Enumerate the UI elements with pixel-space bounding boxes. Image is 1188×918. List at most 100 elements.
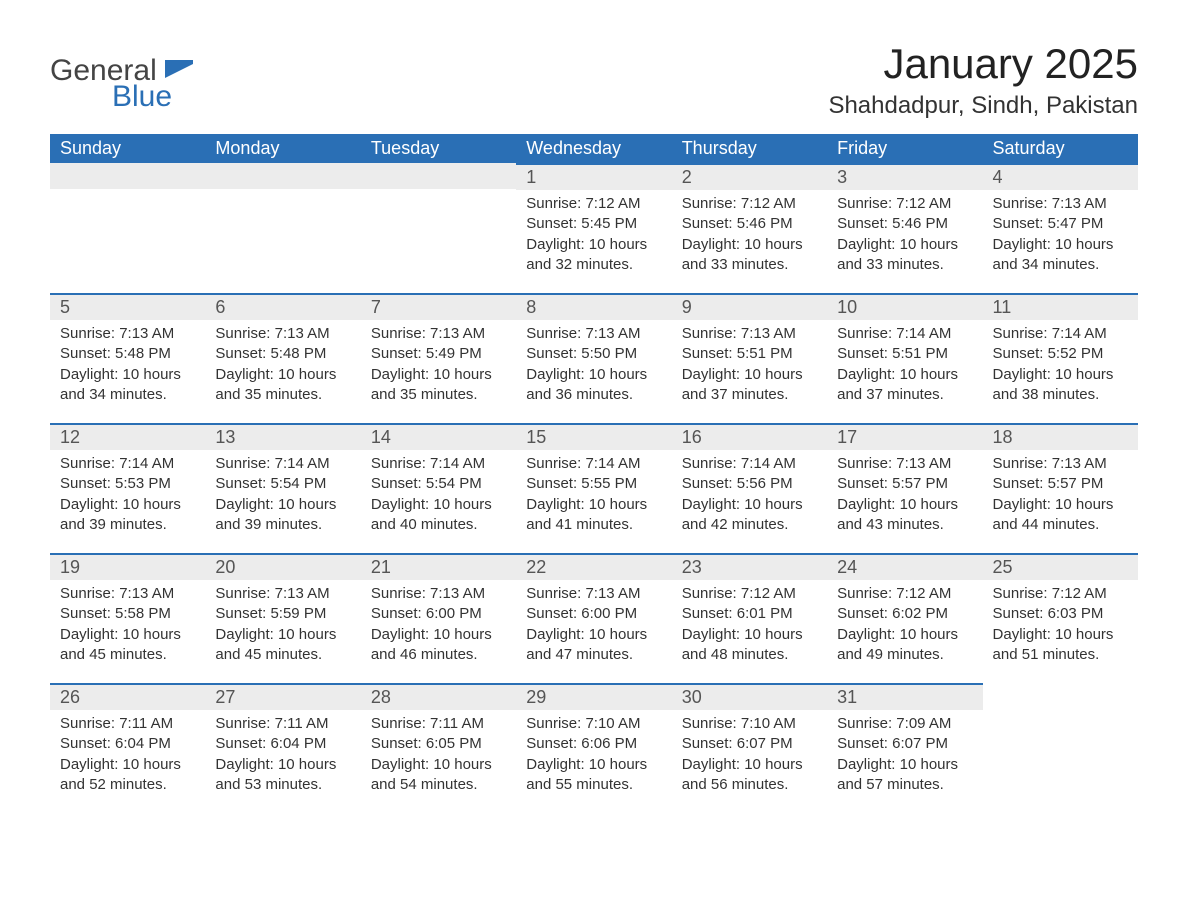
calendar-day: 27Sunrise: 7:11 AMSunset: 6:04 PMDayligh… bbox=[205, 683, 360, 813]
day-number: 4 bbox=[983, 163, 1138, 190]
calendar-week: 1Sunrise: 7:12 AMSunset: 5:45 PMDaylight… bbox=[50, 163, 1138, 293]
day-details: Sunrise: 7:12 AMSunset: 6:02 PMDaylight:… bbox=[827, 580, 982, 665]
calendar-day: 12Sunrise: 7:14 AMSunset: 5:53 PMDayligh… bbox=[50, 423, 205, 553]
weekday-header: Sunday bbox=[50, 134, 205, 163]
daylight-line: Daylight: 10 hours and 52 minutes. bbox=[60, 755, 195, 796]
location-text: Shahdadpur, Sindh, Pakistan bbox=[828, 92, 1138, 120]
calendar-day: 10Sunrise: 7:14 AMSunset: 5:51 PMDayligh… bbox=[827, 293, 982, 423]
sunset-line: Sunset: 6:00 PM bbox=[526, 604, 661, 624]
daylight-line: Daylight: 10 hours and 44 minutes. bbox=[993, 495, 1128, 536]
daylight-line: Daylight: 10 hours and 35 minutes. bbox=[215, 365, 350, 406]
day-number: 27 bbox=[205, 683, 360, 710]
daylight-line: Daylight: 10 hours and 55 minutes. bbox=[526, 755, 661, 796]
day-number: 19 bbox=[50, 553, 205, 580]
day-number: 31 bbox=[827, 683, 982, 710]
sunset-line: Sunset: 6:06 PM bbox=[526, 734, 661, 754]
calendar-body: 1Sunrise: 7:12 AMSunset: 5:45 PMDaylight… bbox=[50, 163, 1138, 813]
daylight-line: Daylight: 10 hours and 37 minutes. bbox=[837, 365, 972, 406]
day-details: Sunrise: 7:14 AMSunset: 5:54 PMDaylight:… bbox=[205, 450, 360, 535]
calendar-week: 19Sunrise: 7:13 AMSunset: 5:58 PMDayligh… bbox=[50, 553, 1138, 683]
sunrise-line: Sunrise: 7:12 AM bbox=[837, 584, 972, 604]
day-details: Sunrise: 7:14 AMSunset: 5:53 PMDaylight:… bbox=[50, 450, 205, 535]
day-details: Sunrise: 7:14 AMSunset: 5:51 PMDaylight:… bbox=[827, 320, 982, 405]
sunrise-line: Sunrise: 7:12 AM bbox=[837, 194, 972, 214]
sunrise-line: Sunrise: 7:13 AM bbox=[215, 584, 350, 604]
sunrise-line: Sunrise: 7:12 AM bbox=[682, 194, 817, 214]
daylight-line: Daylight: 10 hours and 34 minutes. bbox=[993, 235, 1128, 276]
daylight-line: Daylight: 10 hours and 57 minutes. bbox=[837, 755, 972, 796]
daylight-line: Daylight: 10 hours and 47 minutes. bbox=[526, 625, 661, 666]
calendar-day: 24Sunrise: 7:12 AMSunset: 6:02 PMDayligh… bbox=[827, 553, 982, 683]
day-details: Sunrise: 7:14 AMSunset: 5:56 PMDaylight:… bbox=[672, 450, 827, 535]
day-number: 8 bbox=[516, 293, 671, 320]
day-details: Sunrise: 7:12 AMSunset: 5:46 PMDaylight:… bbox=[827, 190, 982, 275]
calendar-day: 13Sunrise: 7:14 AMSunset: 5:54 PMDayligh… bbox=[205, 423, 360, 553]
calendar-day: 23Sunrise: 7:12 AMSunset: 6:01 PMDayligh… bbox=[672, 553, 827, 683]
calendar-week: 26Sunrise: 7:11 AMSunset: 6:04 PMDayligh… bbox=[50, 683, 1138, 813]
day-details: Sunrise: 7:10 AMSunset: 6:07 PMDaylight:… bbox=[672, 710, 827, 795]
calendar-day: 29Sunrise: 7:10 AMSunset: 6:06 PMDayligh… bbox=[516, 683, 671, 813]
sunrise-line: Sunrise: 7:14 AM bbox=[526, 454, 661, 474]
sunrise-line: Sunrise: 7:12 AM bbox=[526, 194, 661, 214]
sunrise-line: Sunrise: 7:13 AM bbox=[837, 454, 972, 474]
daylight-line: Daylight: 10 hours and 53 minutes. bbox=[215, 755, 350, 796]
month-title: January 2025 bbox=[828, 40, 1138, 88]
sunrise-line: Sunrise: 7:13 AM bbox=[993, 454, 1128, 474]
daylight-line: Daylight: 10 hours and 33 minutes. bbox=[837, 235, 972, 276]
day-number: 17 bbox=[827, 423, 982, 450]
calendar-day: 16Sunrise: 7:14 AMSunset: 5:56 PMDayligh… bbox=[672, 423, 827, 553]
logo-word-blue: Blue bbox=[112, 82, 193, 112]
day-number: 23 bbox=[672, 553, 827, 580]
sunset-line: Sunset: 5:46 PM bbox=[682, 214, 817, 234]
day-number: 14 bbox=[361, 423, 516, 450]
sunrise-line: Sunrise: 7:13 AM bbox=[215, 324, 350, 344]
day-details: Sunrise: 7:13 AMSunset: 5:48 PMDaylight:… bbox=[50, 320, 205, 405]
day-details: Sunrise: 7:12 AMSunset: 6:01 PMDaylight:… bbox=[672, 580, 827, 665]
day-details: Sunrise: 7:13 AMSunset: 5:51 PMDaylight:… bbox=[672, 320, 827, 405]
day-details: Sunrise: 7:14 AMSunset: 5:54 PMDaylight:… bbox=[361, 450, 516, 535]
sunrise-line: Sunrise: 7:13 AM bbox=[682, 324, 817, 344]
sunset-line: Sunset: 5:51 PM bbox=[837, 344, 972, 364]
calendar-day: 26Sunrise: 7:11 AMSunset: 6:04 PMDayligh… bbox=[50, 683, 205, 813]
day-details: Sunrise: 7:13 AMSunset: 5:59 PMDaylight:… bbox=[205, 580, 360, 665]
sunrise-line: Sunrise: 7:11 AM bbox=[371, 714, 506, 734]
calendar-day: 31Sunrise: 7:09 AMSunset: 6:07 PMDayligh… bbox=[827, 683, 982, 813]
day-details: Sunrise: 7:14 AMSunset: 5:52 PMDaylight:… bbox=[983, 320, 1138, 405]
day-details: Sunrise: 7:11 AMSunset: 6:04 PMDaylight:… bbox=[50, 710, 205, 795]
sunset-line: Sunset: 5:47 PM bbox=[993, 214, 1128, 234]
daylight-line: Daylight: 10 hours and 39 minutes. bbox=[60, 495, 195, 536]
day-number: 28 bbox=[361, 683, 516, 710]
daylight-line: Daylight: 10 hours and 33 minutes. bbox=[682, 235, 817, 276]
sunrise-line: Sunrise: 7:13 AM bbox=[60, 584, 195, 604]
daylight-line: Daylight: 10 hours and 40 minutes. bbox=[371, 495, 506, 536]
sunset-line: Sunset: 5:57 PM bbox=[993, 474, 1128, 494]
sunset-line: Sunset: 6:07 PM bbox=[682, 734, 817, 754]
day-details: Sunrise: 7:14 AMSunset: 5:55 PMDaylight:… bbox=[516, 450, 671, 535]
calendar-day-empty bbox=[361, 163, 516, 293]
sunset-line: Sunset: 5:55 PM bbox=[526, 474, 661, 494]
calendar-day: 18Sunrise: 7:13 AMSunset: 5:57 PMDayligh… bbox=[983, 423, 1138, 553]
day-details: Sunrise: 7:13 AMSunset: 6:00 PMDaylight:… bbox=[516, 580, 671, 665]
sunset-line: Sunset: 5:54 PM bbox=[371, 474, 506, 494]
day-details: Sunrise: 7:12 AMSunset: 5:45 PMDaylight:… bbox=[516, 190, 671, 275]
daylight-line: Daylight: 10 hours and 46 minutes. bbox=[371, 625, 506, 666]
sunset-line: Sunset: 6:07 PM bbox=[837, 734, 972, 754]
day-details: Sunrise: 7:13 AMSunset: 5:49 PMDaylight:… bbox=[361, 320, 516, 405]
sunrise-line: Sunrise: 7:12 AM bbox=[682, 584, 817, 604]
day-number: 6 bbox=[205, 293, 360, 320]
sunrise-line: Sunrise: 7:10 AM bbox=[682, 714, 817, 734]
sunset-line: Sunset: 5:58 PM bbox=[60, 604, 195, 624]
day-number: 29 bbox=[516, 683, 671, 710]
sunrise-line: Sunrise: 7:14 AM bbox=[60, 454, 195, 474]
calendar-day: 22Sunrise: 7:13 AMSunset: 6:00 PMDayligh… bbox=[516, 553, 671, 683]
empty-day-band bbox=[50, 163, 205, 189]
logo: General Blue bbox=[50, 40, 193, 112]
calendar-table: SundayMondayTuesdayWednesdayThursdayFrid… bbox=[50, 134, 1138, 813]
calendar-day-empty bbox=[983, 683, 1138, 813]
sunrise-line: Sunrise: 7:13 AM bbox=[371, 584, 506, 604]
sunrise-line: Sunrise: 7:14 AM bbox=[993, 324, 1128, 344]
sunset-line: Sunset: 6:05 PM bbox=[371, 734, 506, 754]
day-number: 20 bbox=[205, 553, 360, 580]
day-details: Sunrise: 7:10 AMSunset: 6:06 PMDaylight:… bbox=[516, 710, 671, 795]
day-details: Sunrise: 7:12 AMSunset: 5:46 PMDaylight:… bbox=[672, 190, 827, 275]
